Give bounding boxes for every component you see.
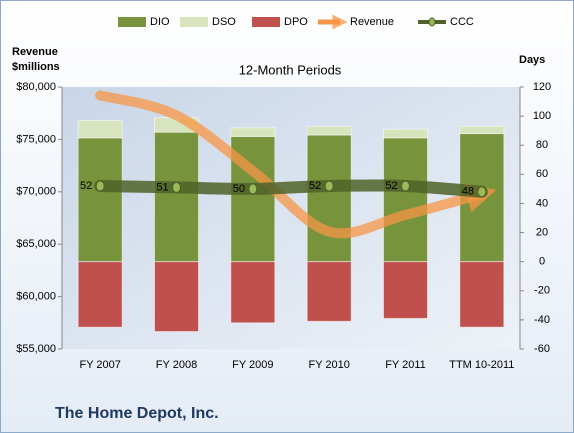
y-tick-label: $80,000 xyxy=(16,81,56,93)
data-label: 52 xyxy=(80,180,92,192)
y-tick-label: $60,000 xyxy=(16,291,56,303)
y-tick-label: $65,000 xyxy=(16,238,56,250)
y-axis-title: $millions xyxy=(12,61,60,73)
ccc-marker xyxy=(248,183,258,195)
ccc-line xyxy=(94,179,488,198)
y2-tick-label: 100 xyxy=(533,110,551,122)
y2-tick-label: 40 xyxy=(536,197,548,209)
legend-label: Revenue xyxy=(350,16,394,28)
ccc-marker xyxy=(477,186,487,198)
legend-label: DSO xyxy=(212,16,236,28)
bar xyxy=(306,134,352,263)
bar xyxy=(154,261,199,333)
x-tick-label: TTM 10-2011 xyxy=(449,359,514,371)
bar xyxy=(459,125,505,135)
data-label: 52 xyxy=(385,180,397,192)
bar xyxy=(383,128,428,139)
chart-title: 12-Month Periods xyxy=(239,62,342,77)
y2-tick-label: 80 xyxy=(536,139,548,151)
x-tick-label: FY 2007 xyxy=(79,359,120,371)
bar xyxy=(459,261,505,328)
y-tick-label: $70,000 xyxy=(16,186,56,198)
bar xyxy=(77,119,123,139)
data-label: 50 xyxy=(233,183,245,195)
legend-swatch xyxy=(428,17,436,27)
bar xyxy=(383,261,428,319)
legend-label: DPO xyxy=(284,16,308,28)
legend-swatch xyxy=(252,17,280,27)
revenue-line xyxy=(95,90,497,239)
y2-tick-label: 120 xyxy=(533,81,551,93)
data-label: 52 xyxy=(309,180,321,192)
legend-swatch xyxy=(180,17,208,27)
bar xyxy=(154,131,199,263)
bar xyxy=(77,137,123,263)
bar xyxy=(77,261,123,328)
y2-tick-label: 0 xyxy=(539,256,545,268)
data-label: 48 xyxy=(462,186,474,198)
y-tick-label: $55,000 xyxy=(16,343,56,355)
bar xyxy=(230,127,276,137)
plot-area xyxy=(62,87,520,349)
y-tick-label: $75,000 xyxy=(16,133,56,145)
legend-label: CCC xyxy=(450,16,474,28)
ccc-marker xyxy=(401,180,410,192)
x-tick-label: FY 2010 xyxy=(308,359,349,371)
legend-swatch xyxy=(118,17,146,27)
bar xyxy=(306,125,352,136)
y2-tick-label: -20 xyxy=(534,285,550,297)
x-tick-label: FY 2009 xyxy=(232,359,273,371)
x-tick-label: FY 2008 xyxy=(156,359,197,371)
y-axis-title: Revenue xyxy=(12,46,58,58)
y2-tick-label: -60 xyxy=(534,343,550,355)
bar xyxy=(230,261,276,324)
ccc-marker xyxy=(95,180,105,192)
y2-tick-label: -40 xyxy=(534,314,550,326)
footer: The Home Depot, Inc. xyxy=(55,405,219,422)
y2-tick-label: 60 xyxy=(536,168,548,180)
x-tick-label: FY 2011 xyxy=(385,359,426,371)
legend-label: DIO xyxy=(150,16,170,28)
y2-tick-label: 20 xyxy=(536,226,548,238)
bar xyxy=(306,261,352,322)
bar xyxy=(383,137,428,263)
data-label: 51 xyxy=(156,181,168,193)
ccc-marker xyxy=(324,180,334,192)
ccc-marker xyxy=(172,181,181,193)
y2-axis-title: Days xyxy=(519,54,545,66)
